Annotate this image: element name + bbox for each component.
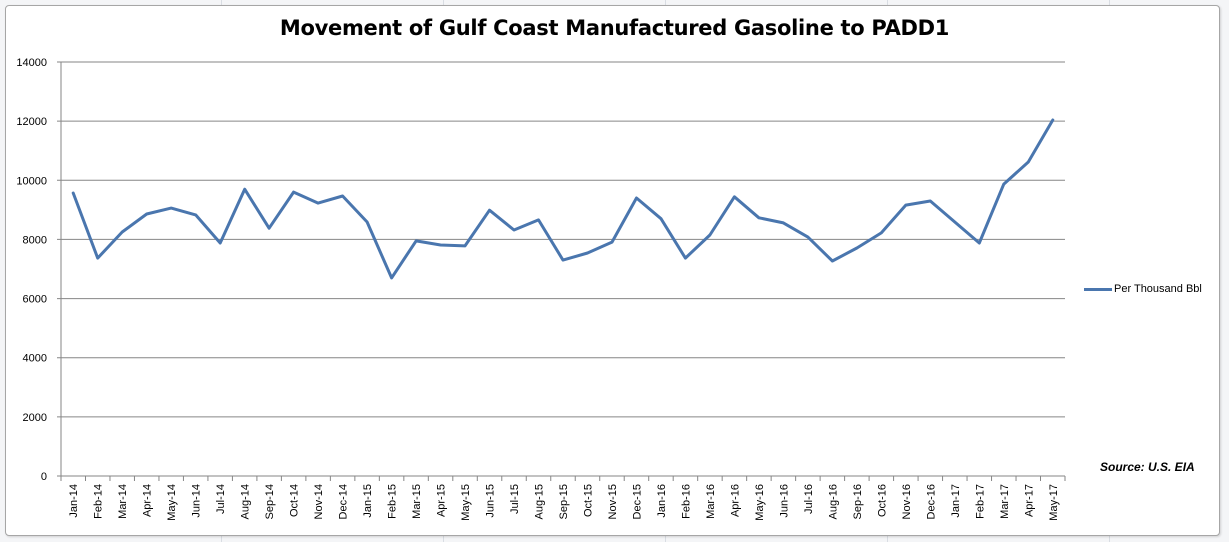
x-tick-label: Jul-14 (215, 484, 227, 514)
x-tick-label: Jun-15 (485, 484, 497, 518)
x-tick-label: Mar-17 (999, 484, 1011, 519)
x-tick-label: Feb-14 (93, 484, 105, 519)
x-tick-label: Jul-15 (509, 484, 521, 514)
x-tick-label: Jan-17 (950, 484, 962, 518)
y-tick-label: 4000 (23, 353, 47, 365)
x-tick-label: Apr-15 (436, 484, 448, 517)
x-tick-label: Apr-16 (729, 484, 741, 517)
x-tick-label: Nov-16 (901, 484, 913, 519)
x-tick-label: Feb-16 (680, 484, 692, 519)
x-tick-label: Aug-15 (534, 484, 546, 519)
x-tick-label: May-17 (1048, 484, 1060, 521)
x-tick-label: Sep-16 (852, 484, 864, 519)
x-tick-label: Apr-17 (1023, 484, 1035, 517)
y-tick-label: 0 (41, 471, 47, 483)
x-tick-label: Jan-15 (362, 484, 374, 518)
y-tick-label: 14000 (16, 57, 47, 69)
legend-label: Per Thousand Bbl (1114, 283, 1202, 295)
source-note: Source: U.S. EIA (1100, 460, 1195, 474)
y-tick-label: 6000 (23, 294, 47, 306)
x-tick-label: Oct-16 (876, 484, 888, 517)
y-tick-label: 10000 (16, 175, 47, 187)
y-tick-label: 12000 (16, 116, 47, 128)
x-tick-label: Nov-14 (313, 484, 325, 519)
y-tick-label: 2000 (23, 412, 47, 424)
x-tick-label: Oct-14 (289, 484, 301, 517)
x-tick-label: Sep-15 (558, 484, 570, 519)
x-tick-label: Mar-14 (117, 484, 129, 519)
x-tick-label: May-14 (166, 484, 178, 521)
x-tick-label: Jan-14 (68, 484, 80, 518)
x-tick-label: May-15 (460, 484, 472, 521)
x-tick-label: Mar-16 (705, 484, 717, 519)
x-tick-label: Oct-15 (582, 484, 594, 517)
x-tick-label: Nov-15 (607, 484, 619, 519)
x-tick-label: Dec-15 (631, 484, 643, 519)
x-tick-label: May-16 (754, 484, 766, 521)
chart-area[interactable] (5, 5, 1220, 536)
x-tick-label: Jun-16 (778, 484, 790, 518)
x-tick-label: Jun-14 (191, 484, 203, 518)
x-tick-label: Jan-16 (656, 484, 668, 518)
y-tick-label: 8000 (23, 234, 47, 246)
x-tick-label: Aug-16 (827, 484, 839, 519)
data-line[interactable] (71, 118, 1055, 280)
x-tick-label: Apr-14 (142, 484, 154, 517)
x-tick-label: Sep-14 (264, 484, 276, 519)
x-tick-label: Feb-15 (387, 484, 399, 519)
x-tick-label: Jul-16 (803, 484, 815, 514)
legend[interactable]: Per Thousand Bbl (1084, 283, 1202, 295)
x-tick-label: Aug-14 (240, 484, 252, 519)
x-tick-label: Mar-15 (411, 484, 423, 519)
x-tick-label: Feb-17 (974, 484, 986, 519)
x-tick-label: Dec-16 (925, 484, 937, 519)
legend-line-swatch (1084, 287, 1112, 291)
chart-title: Movement of Gulf Coast Manufactured Gaso… (279, 16, 950, 40)
x-tick-label: Dec-14 (338, 484, 350, 519)
